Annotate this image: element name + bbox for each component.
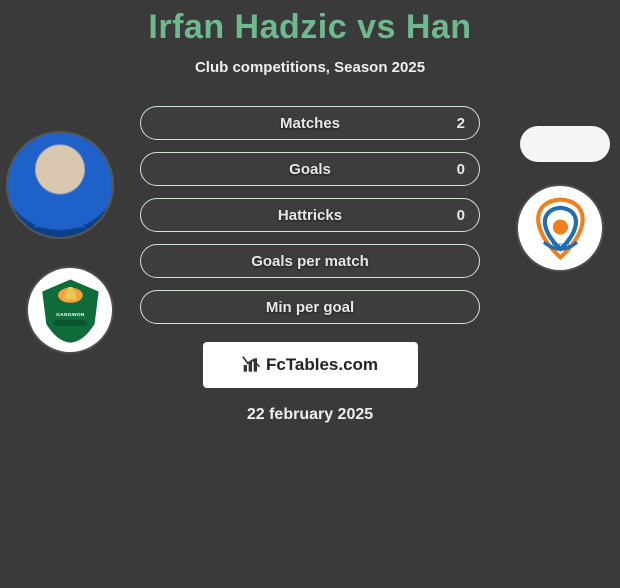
stat-right-value: 2 xyxy=(457,115,465,132)
bar-chart-icon xyxy=(242,355,262,375)
daegu-fc-logo: DAEGU xyxy=(526,194,595,263)
stat-row-mpg: Min per goal xyxy=(140,290,480,324)
stat-row-gpm: Goals per match xyxy=(140,244,480,278)
stat-label: Goals xyxy=(289,161,331,178)
stat-label: Min per goal xyxy=(266,299,354,316)
brand-text: FcTables.com xyxy=(266,355,378,375)
stat-row-hattricks: Hattricks 0 xyxy=(140,198,480,232)
stat-right-value: 0 xyxy=(457,161,465,178)
team1-logo: GANGWON xyxy=(28,268,112,352)
stat-right-value: 0 xyxy=(457,207,465,224)
person-icon xyxy=(17,142,102,227)
page-title: Irfan Hadzic vs Han xyxy=(0,8,620,47)
team2-logo: DAEGU xyxy=(518,186,602,270)
stat-label: Matches xyxy=(280,115,340,132)
player1-photo xyxy=(8,133,112,237)
gangwon-fc-logo: GANGWON xyxy=(36,276,105,345)
stat-label: Goals per match xyxy=(251,253,369,270)
subtitle: Club competitions, Season 2025 xyxy=(0,59,620,76)
svg-text:DAEGU: DAEGU xyxy=(551,242,569,248)
player2-photo-placeholder xyxy=(520,126,610,162)
brand-box: FcTables.com xyxy=(203,342,418,388)
stat-row-goals: Goals 0 xyxy=(140,152,480,186)
stats-list: Matches 2 Goals 0 Hattricks 0 Goals per … xyxy=(140,106,480,324)
stat-row-matches: Matches 2 xyxy=(140,106,480,140)
stat-label: Hattricks xyxy=(278,207,342,224)
svg-text:GANGWON: GANGWON xyxy=(56,312,85,318)
date-text: 22 february 2025 xyxy=(0,406,620,424)
